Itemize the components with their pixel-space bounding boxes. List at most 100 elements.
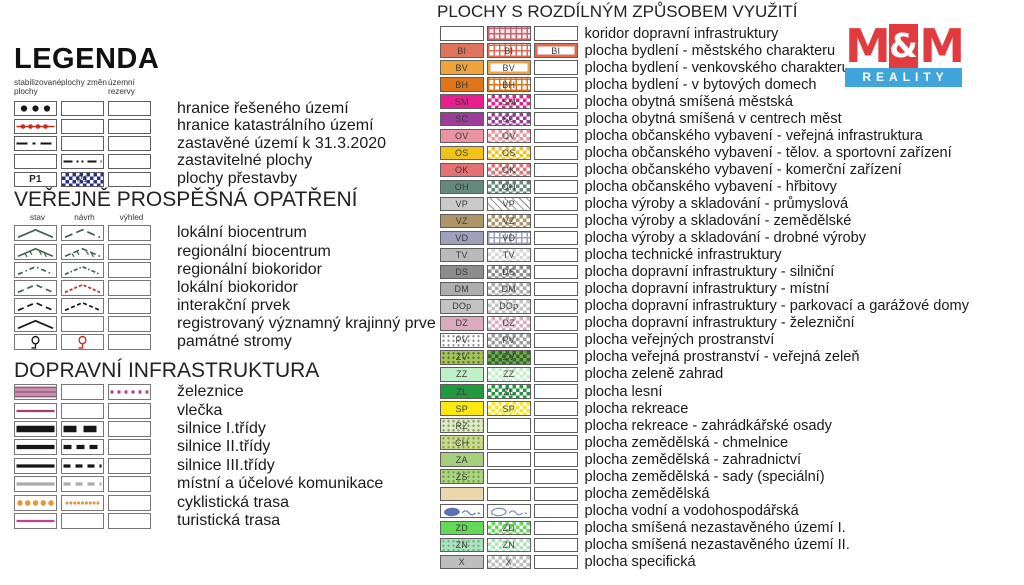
swatch-dash — [14, 476, 57, 493]
swatch-empty — [108, 512, 151, 529]
swatch-cells: SC SC — [437, 111, 578, 126]
area-code: P1 — [76, 174, 89, 185]
swatch-empty — [108, 439, 151, 456]
swatch-cells: BV BV — [437, 60, 578, 75]
swatch-dots: RZ — [440, 418, 484, 433]
swatch-cells — [14, 402, 151, 419]
legend-row: CH plocha zemědělská - chmelnice — [437, 434, 969, 451]
swatch-checker: P1 — [61, 171, 104, 187]
area-code: VZ — [455, 216, 468, 227]
swatch-empty — [108, 402, 151, 419]
area-code: BI — [504, 45, 514, 56]
swatch-checker: ZL — [487, 384, 531, 399]
legend-row: BV BV plocha bydlení - venkovského charakt… — [437, 59, 969, 76]
row-label: plocha občanského vybavení - tělov. a sp… — [584, 144, 952, 161]
area-code: SC — [502, 113, 516, 124]
area-code: ZD — [502, 522, 515, 533]
area-code: SP — [455, 403, 468, 414]
area-code: P1 — [29, 173, 42, 185]
swatch-checker: ZZ — [487, 367, 531, 382]
row-label: hranice katastrálního území — [177, 117, 374, 135]
row-label: plocha výroby a skladování - průmyslová — [584, 195, 849, 212]
swatch-empty — [108, 297, 151, 314]
row-label: hranice řešeného území — [177, 99, 349, 117]
legend-row: cyklistická trasa — [14, 493, 383, 511]
swatch-cells — [14, 457, 151, 474]
legend-row: silnice I.třídy — [14, 420, 383, 438]
swatch-cells — [14, 476, 151, 493]
area-code: TV — [455, 250, 468, 261]
swatch-cells: SM SM — [437, 94, 578, 109]
swatch-cells: OV OV — [437, 128, 578, 144]
swatch-dash — [61, 439, 104, 456]
transport-infrastructure-section: DOPRAVNÍ INFRASTRUKTURA železnice vlečka s… — [14, 358, 383, 530]
swatch-inborder: BV — [487, 60, 531, 75]
area-code: BV — [502, 62, 515, 73]
legend-row: SP SP plocha rekreace — [437, 400, 969, 417]
section-title: VEŘEJNĚ PROSPĚŠNÁ OPATŘENÍ — [14, 188, 358, 211]
legend-row: OS OS plocha občanského vybavení - tělov. … — [437, 144, 969, 161]
legend-row: DM DM plocha dopravní infrastruktury - mís… — [437, 281, 969, 298]
swatch-grid: BH — [487, 77, 531, 92]
row-label: železnice — [177, 383, 244, 401]
area-code: CH — [455, 437, 469, 448]
swatch-empty — [108, 457, 151, 474]
row-label: plochy přestavby — [177, 170, 298, 188]
area-code: DS — [455, 267, 469, 278]
area-code: SM — [454, 96, 469, 107]
swatch-empty — [61, 101, 104, 117]
row-label: interakční prvek — [177, 296, 290, 314]
area-code: BI — [457, 45, 467, 56]
swatch-empty — [534, 281, 578, 297]
legend-row: BI BI BI plocha bydlení - městského charakt… — [437, 42, 969, 59]
swatch-checker: OK — [487, 162, 531, 178]
row-label: plocha výroby a skladování - drobné výro… — [584, 230, 867, 247]
land-use-rows: koridor dopravní infrastruktury BI BI BI plo… — [437, 25, 969, 571]
swatch-dash — [14, 402, 57, 419]
swatch-empty — [14, 153, 57, 169]
row-label: plocha rekreace — [584, 400, 689, 417]
row-label: silnice I.třídy — [177, 419, 266, 437]
area-code: PV — [455, 335, 468, 346]
row-label: plocha rekreace - zahrádkářské osady — [584, 417, 832, 434]
legend-row: plocha vodní a vodohospodářská — [437, 502, 969, 519]
swatch-empty — [487, 452, 531, 467]
swatch-empty — [534, 94, 578, 109]
legend-row: vlečka — [14, 401, 383, 419]
swatch-solid: X — [440, 554, 484, 570]
column-header: návrh — [74, 213, 95, 222]
swatch-empty — [108, 279, 151, 296]
swatch-cells: DM DM — [437, 281, 578, 297]
area-code: OV — [455, 130, 469, 141]
area-code: PV — [502, 335, 515, 346]
area-code: DZ — [455, 318, 468, 329]
swatch-empty — [534, 469, 578, 484]
row-label: cyklistická trasa — [177, 493, 290, 511]
area-code: SM — [501, 96, 516, 107]
row-label: plocha občanského vybavení - hřbitovy — [584, 178, 837, 195]
row-label: plocha dopravní infrastruktury - parkova… — [584, 298, 970, 315]
legend-row: ZZ ZZ plocha zeleně zahrad — [437, 366, 969, 383]
legend-row: hranice katastrálního území — [14, 117, 386, 135]
row-label: plocha výroby a skladování - zemědělské — [584, 213, 852, 230]
swatch-solid: ZL — [440, 384, 484, 399]
column-header: stabilizované plochy — [14, 78, 62, 97]
mm-reality-logo: M & M REALITY — [845, 23, 965, 87]
area-code: BV — [455, 62, 468, 73]
swatch-empty — [534, 196, 578, 212]
swatch-solid: OH — [440, 179, 484, 195]
legend-row: turistická trasa — [14, 512, 383, 530]
legend-row: RZ plocha rekreace - zahrádkářské osady — [437, 417, 969, 434]
area-code: BH — [502, 79, 516, 90]
area-code: SP — [502, 403, 515, 414]
row-label: plocha bydlení - v bytových domech — [584, 76, 817, 93]
legend-row: BH BH plocha bydlení - v bytových domech — [437, 76, 969, 93]
swatch-solid: BV — [440, 60, 484, 75]
legend-row: interakční prvek — [14, 297, 436, 315]
legend-row: koridor dopravní infrastruktury — [437, 25, 969, 42]
swatch-empty — [108, 225, 151, 242]
swatch-checker: SM — [487, 94, 531, 109]
area-code: VD — [455, 233, 469, 244]
swatch-empty — [534, 452, 578, 467]
